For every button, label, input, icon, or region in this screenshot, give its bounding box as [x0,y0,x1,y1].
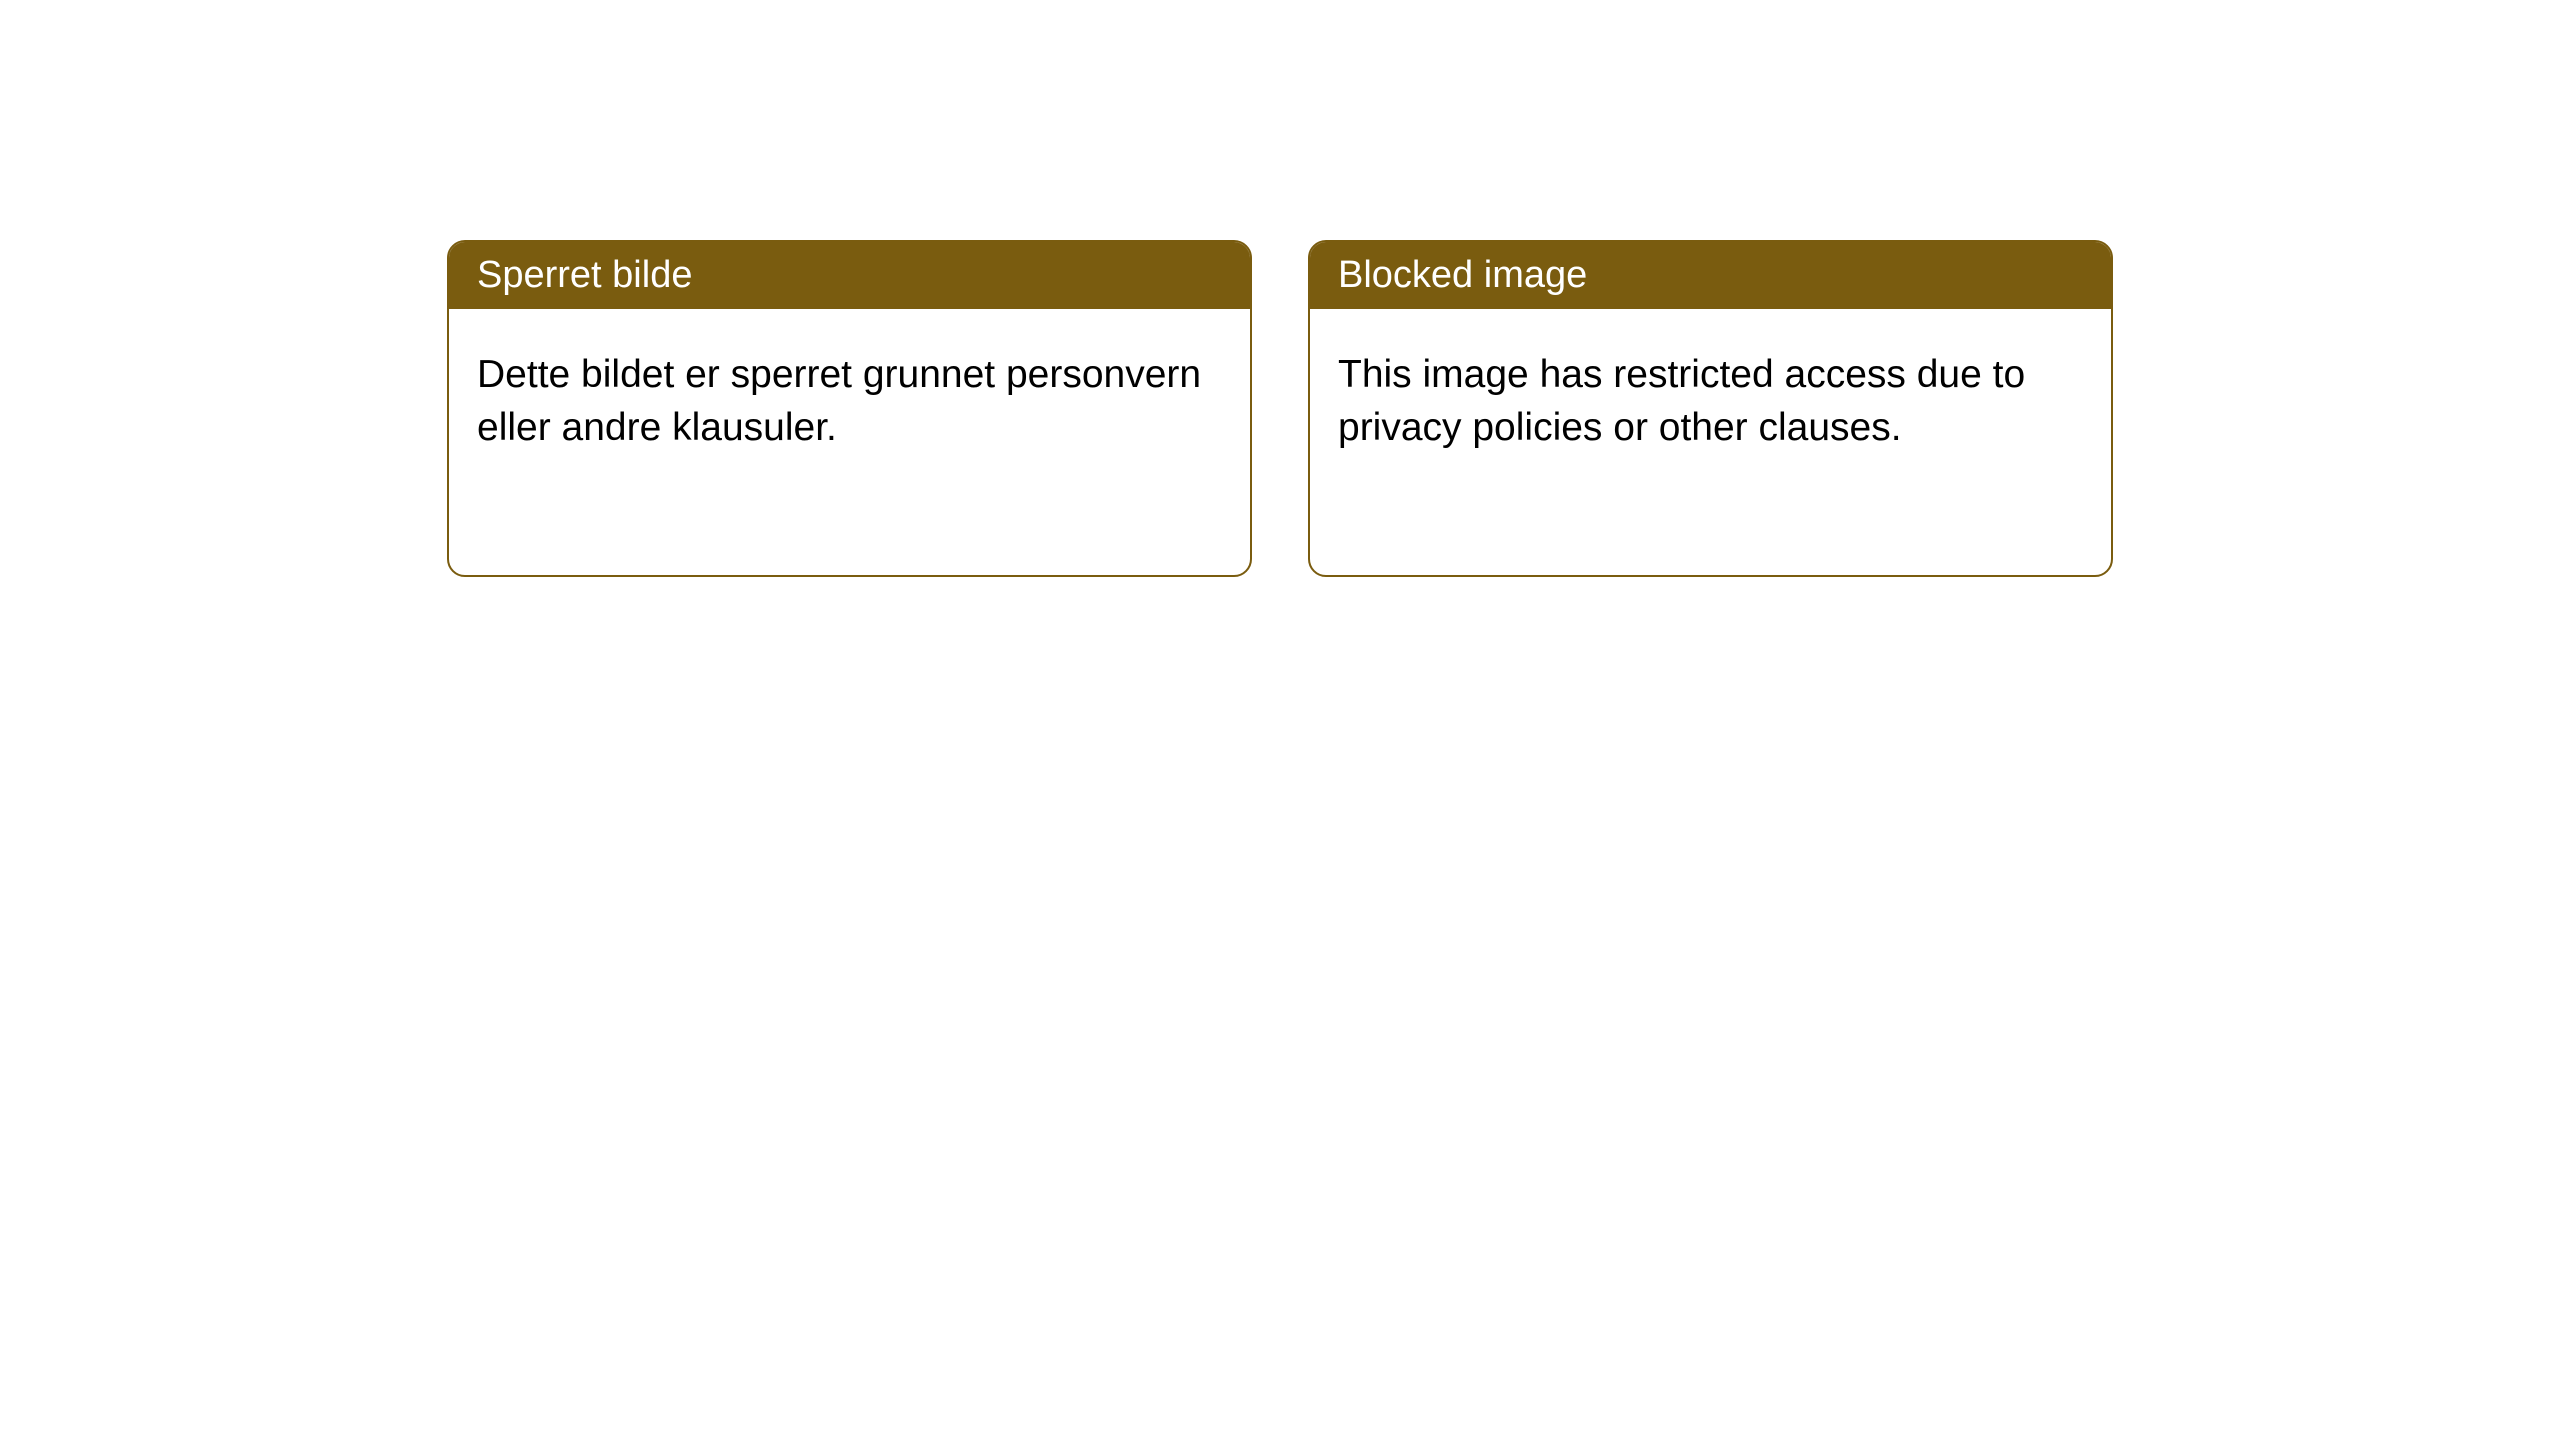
notice-card-english: Blocked image This image has restricted … [1308,240,2113,577]
card-body-text: Dette bildet er sperret grunnet personve… [449,309,1250,494]
card-title: Sperret bilde [449,242,1250,309]
card-title: Blocked image [1310,242,2111,309]
card-body-text: This image has restricted access due to … [1310,309,2111,494]
notice-cards-container: Sperret bilde Dette bildet er sperret gr… [0,0,2560,577]
notice-card-norwegian: Sperret bilde Dette bildet er sperret gr… [447,240,1252,577]
